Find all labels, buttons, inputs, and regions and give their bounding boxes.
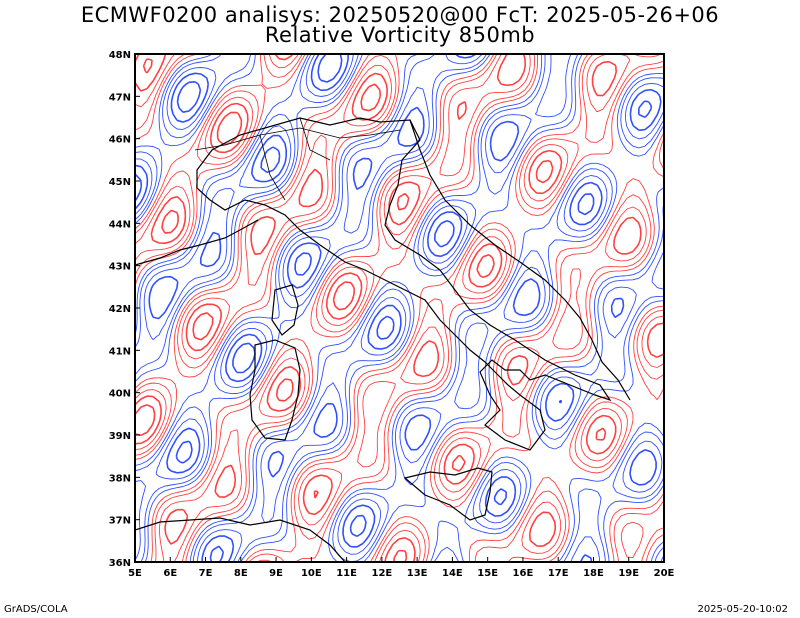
lon-tick-label: 5E <box>128 568 142 579</box>
lat-tick-label: 40N <box>109 389 131 400</box>
coastlines <box>135 117 631 562</box>
lat-tick-label: 41N <box>109 346 131 357</box>
lat-tick-label: 46N <box>109 135 131 146</box>
lon-tick-label: 18E <box>583 568 604 579</box>
software-credit: GrADS/COLA <box>4 604 68 615</box>
lat-tick-label: 37N <box>109 516 131 527</box>
lon-tick-label: 11E <box>336 568 357 579</box>
sicily-coastline <box>403 467 493 521</box>
lat-tick-label: 42N <box>109 304 131 315</box>
italy-coastline <box>196 117 612 451</box>
lon-tick-label: 19E <box>618 568 639 579</box>
sardinia-coastline <box>249 339 301 441</box>
positive-vorticity-contour <box>135 54 664 562</box>
lat-tick-label: 39N <box>109 431 131 442</box>
map-title: ECMWF0200 analisys: 20250520@00 FcT: 202… <box>80 3 720 27</box>
corsica-coastline <box>271 284 299 336</box>
lon-tick-label: 7E <box>199 568 213 579</box>
latitude-axis: 36N 37N 38N 39N 40N 41N 42N 43N 44N 45N 46N 47N 48N <box>109 50 140 569</box>
lon-tick-label: 13E <box>407 568 428 579</box>
lon-tick-label: 12E <box>371 568 392 579</box>
lat-tick-label: 38N <box>109 473 131 484</box>
lon-tick-label: 9E <box>269 568 283 579</box>
lon-tick-label: 17E <box>548 568 569 579</box>
lon-tick-label: 14E <box>442 568 463 579</box>
map-subtitle: Relative Vorticity 850mb <box>264 23 536 47</box>
lat-tick-label: 36N <box>109 558 131 569</box>
lon-tick-label: 6E <box>163 568 177 579</box>
negative-vorticity-contour <box>135 54 662 562</box>
balkan-coastline <box>409 119 631 401</box>
lon-tick-label: 15E <box>477 568 498 579</box>
lat-tick-label: 44N <box>109 219 131 230</box>
longitude-axis: 5E 6E 7E 8E 9E 10E 11E 12E 13E 14E 15E 16E 17E 18E 19E… <box>128 557 675 579</box>
positive-vorticity-contour <box>135 54 664 562</box>
lat-tick-label: 45N <box>109 177 131 188</box>
france-coastline <box>135 219 259 266</box>
lat-tick-label: 48N <box>109 50 131 61</box>
lat-tick-label: 47N <box>109 92 131 103</box>
positive-vorticity-contour <box>135 58 607 562</box>
alpine-borders <box>194 117 401 201</box>
africa-coastline <box>135 517 346 562</box>
lon-tick-label: 20E <box>654 568 675 579</box>
lon-tick-label: 8E <box>234 568 248 579</box>
negative-vorticity-contour <box>135 54 664 562</box>
vorticity-contours <box>135 54 664 562</box>
positive-vorticity-contour <box>135 54 664 562</box>
positive-vorticity-contour <box>135 54 664 562</box>
lon-tick-label: 16E <box>513 568 534 579</box>
lon-tick-label: 10E <box>301 568 322 579</box>
generation-timestamp: 2025-05-20-10:02 <box>697 604 788 615</box>
lat-tick-label: 43N <box>109 262 131 273</box>
